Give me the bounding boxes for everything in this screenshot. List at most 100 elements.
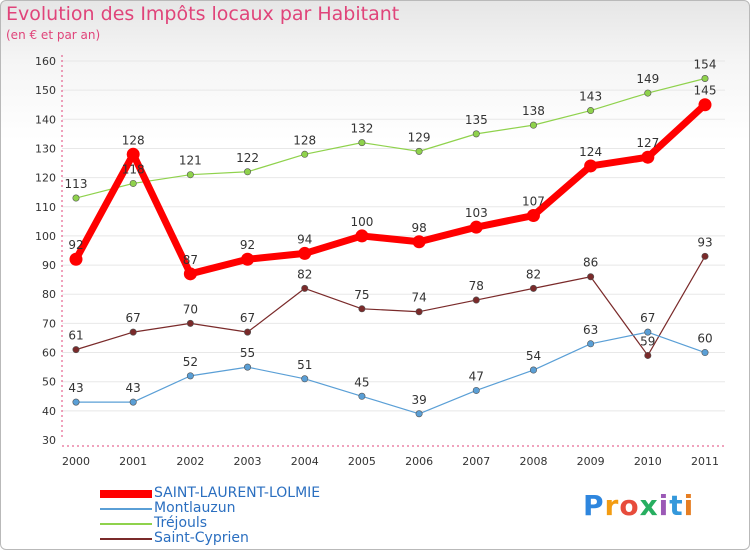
data-point [244,168,252,176]
logo-letter: i [683,489,695,522]
data-point [469,220,483,234]
data-point [244,363,252,371]
series-line-3 [75,256,706,357]
proxiti-logo: Proxiti [583,489,694,522]
data-label: 67 [240,311,255,325]
logo-letter: x [639,489,659,522]
legend-label: Tréjouls [154,515,208,531]
data-label: 74 [411,291,426,305]
y-tick-label: 150 [35,84,56,97]
x-tick-label: 2008 [519,455,547,468]
data-point [301,150,309,158]
data-point [701,349,709,357]
data-label: 43 [126,381,141,395]
legend-swatch [100,490,152,498]
logo-letter: o [619,489,640,522]
data-label: 121 [179,154,202,168]
data-point [644,351,652,359]
data-label: 43 [68,381,83,395]
data-label: 128 [293,133,316,147]
data-label: 60 [697,332,712,346]
data-label: 129 [408,130,431,144]
data-point [526,209,540,223]
data-label: 143 [579,90,602,104]
data-point [644,328,652,336]
y-tick-label: 130 [35,142,56,155]
data-label: 145 [694,84,717,98]
data-label: 55 [240,346,255,360]
data-label: 128 [122,133,145,147]
data-point [472,296,480,304]
data-label: 86 [583,256,598,270]
y-tick-label: 70 [42,317,56,330]
x-tick-label: 2011 [691,455,719,468]
data-label: 61 [68,329,83,343]
series-line-1 [76,331,706,415]
y-tick-label: 50 [42,376,56,389]
y-tick-label: 80 [42,288,56,301]
data-point [126,147,140,161]
legend-label: Saint-Cyprien [154,530,249,546]
data-label: 94 [297,232,312,246]
data-point [186,372,194,380]
data-point [358,305,366,313]
data-point [701,74,709,82]
series-line-2 [75,77,706,199]
data-point [412,235,426,249]
y-tick-label: 120 [35,172,56,185]
data-label: 107 [522,195,545,209]
data-point [72,346,80,354]
data-label: 103 [465,206,488,220]
data-label: 63 [583,323,598,337]
series-line-0 [72,102,708,278]
data-point [129,398,137,406]
x-tick-label: 2010 [634,455,662,468]
data-label: 52 [183,355,198,369]
data-point [183,267,197,281]
data-label: 92 [68,238,83,252]
data-point [415,147,423,155]
logo-letter: i [658,489,670,522]
data-point [72,398,80,406]
data-label: 138 [522,104,545,118]
data-label: 59 [640,334,655,348]
y-tick-label: 60 [42,347,56,360]
data-point [301,284,309,292]
data-point [701,252,709,260]
data-label: 67 [126,311,141,325]
x-tick-label: 2004 [291,455,319,468]
data-point [529,121,537,129]
data-point [355,229,369,243]
y-tick-label: 160 [35,55,56,68]
data-label: 100 [350,215,373,229]
data-label: 70 [183,302,198,316]
y-tick-label: 90 [42,259,56,272]
data-label: 51 [297,358,312,372]
data-label: 113 [65,177,88,191]
data-point [69,252,83,266]
y-tick-label: 100 [35,230,56,243]
x-tick-label: 2006 [405,455,433,468]
y-tick-label: 40 [42,405,56,418]
data-label: 54 [526,349,541,363]
logo-letter: r [604,489,620,522]
data-label: 39 [411,393,426,407]
data-label: 127 [636,136,659,150]
data-point [472,386,480,394]
data-label: 78 [469,279,484,293]
data-label: 45 [354,375,369,389]
data-point [415,308,423,316]
data-label: 87 [183,253,198,267]
data-label: 93 [697,235,712,249]
logo-letter: t [669,489,684,522]
data-point [244,328,252,336]
data-label: 67 [640,311,655,325]
data-point [472,130,480,138]
data-point [129,179,137,187]
x-tick-label: 2009 [577,455,605,468]
data-label: 149 [636,72,659,86]
data-label: 47 [469,369,484,383]
x-tick-label: 2005 [348,455,376,468]
